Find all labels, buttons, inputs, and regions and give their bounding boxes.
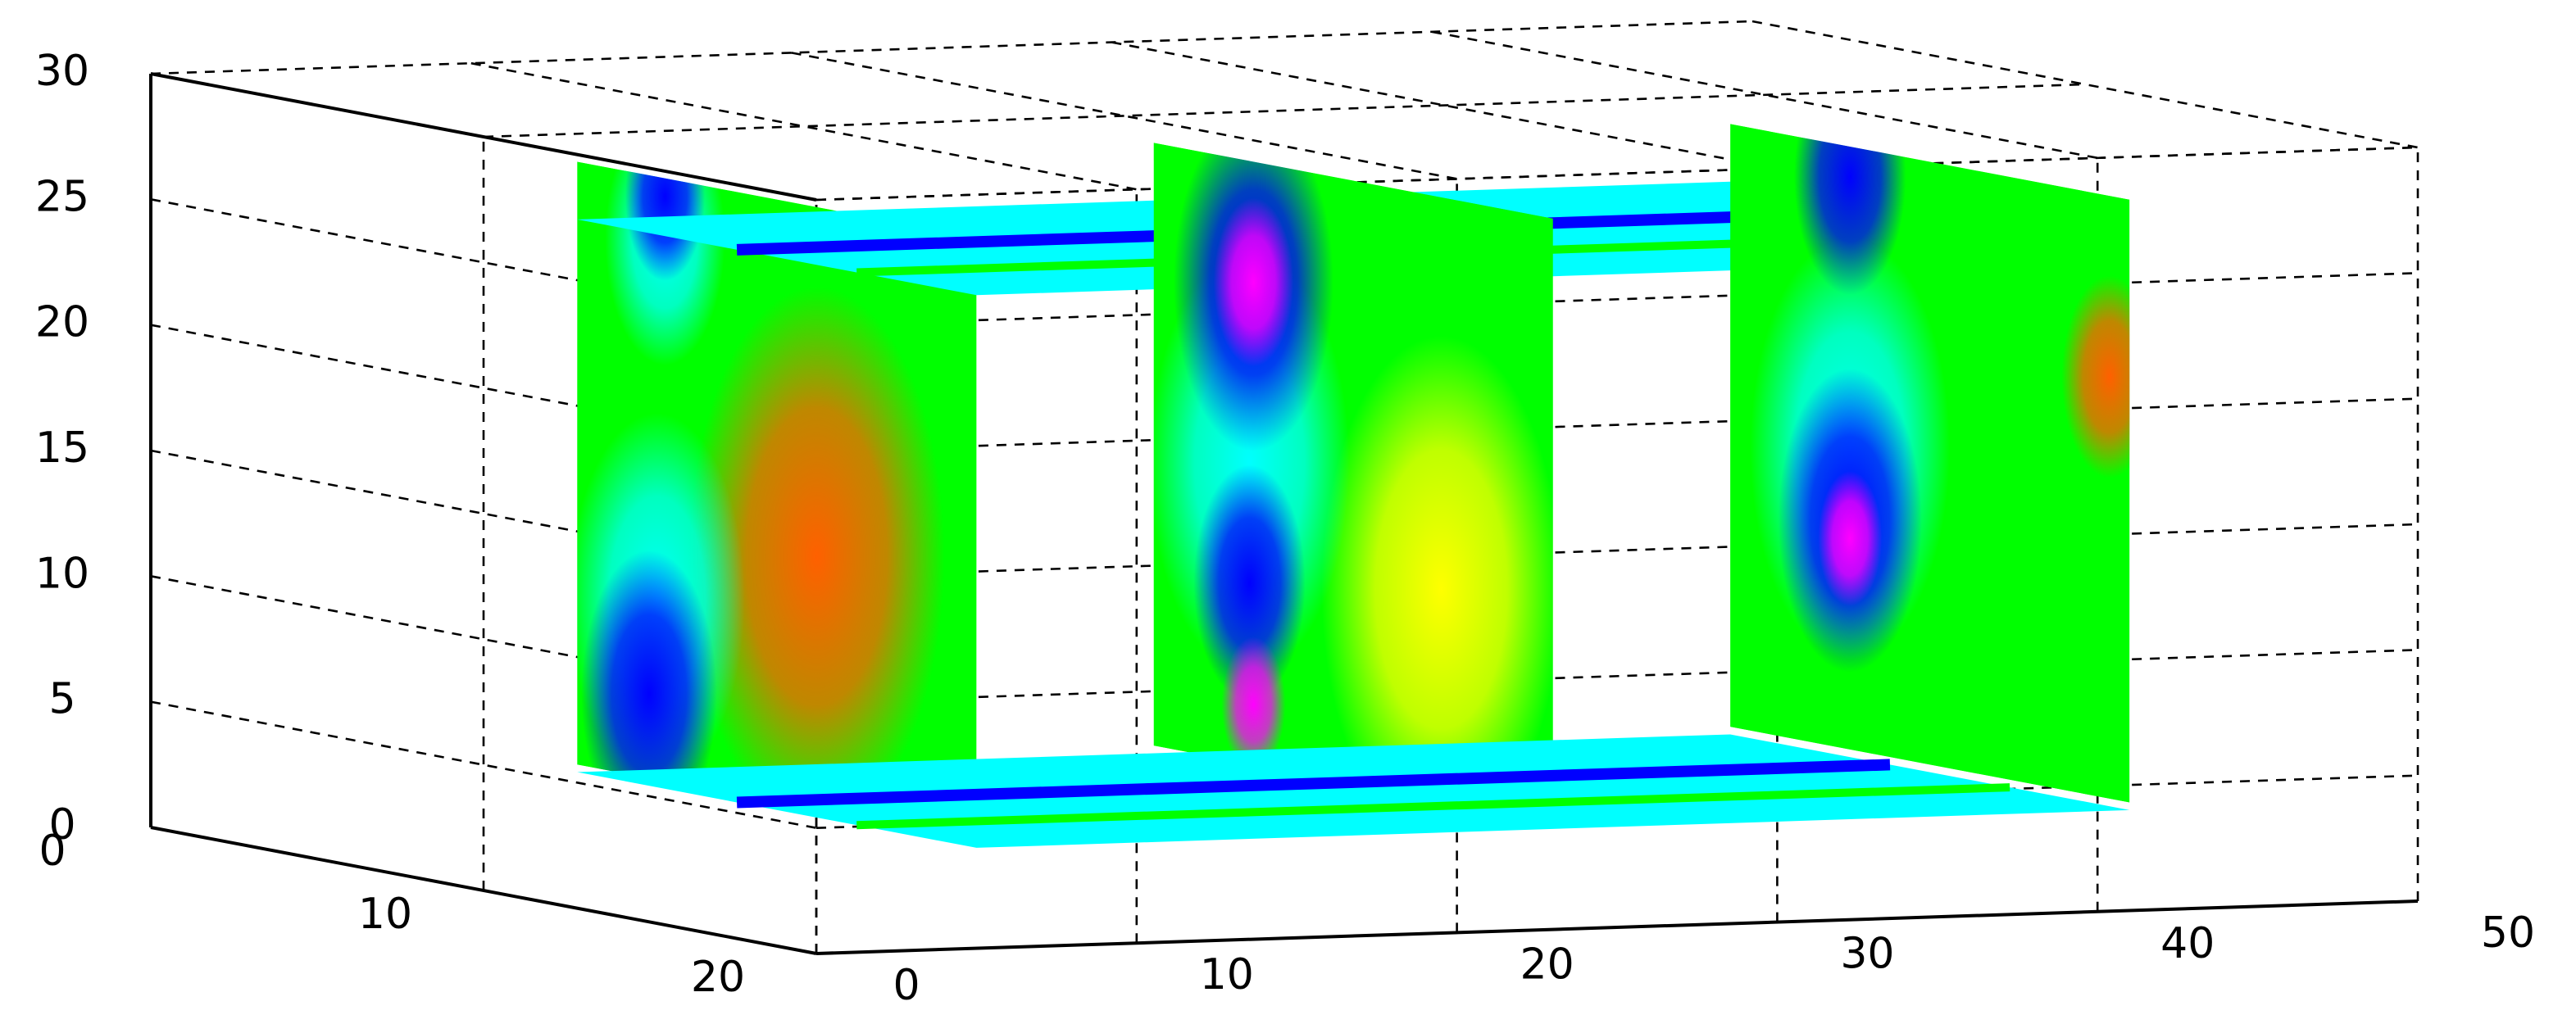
slice-color: [2061, 275, 2130, 478]
z-tick-label: 25: [35, 172, 89, 221]
z-tick-label: 30: [35, 47, 89, 96]
z-tick-label: 0: [48, 800, 75, 850]
x-axis: [816, 899, 2419, 955]
grid-line: [816, 649, 2419, 704]
grid-line: [816, 146, 2419, 202]
slice-color: [1794, 124, 1906, 296]
grid-line: [1111, 41, 1778, 170]
grid-line: [150, 20, 1753, 75]
slice-color: [856, 783, 2010, 830]
z-tick-label: 20: [35, 298, 89, 347]
y-axis: [150, 826, 817, 955]
x-tick-label: 30: [1840, 930, 1894, 979]
y-tick-label: 10: [358, 890, 412, 939]
x-tick-label: 40: [2160, 919, 2215, 968]
grid-line: [816, 272, 2419, 327]
z-tick-label: 10: [35, 549, 89, 598]
slice-color: [736, 759, 1891, 809]
grid-line: [1431, 30, 2098, 160]
grid-line: [150, 700, 817, 829]
slice-color: [1321, 336, 1553, 822]
slice-color: [1818, 470, 1883, 606]
x-tick-label: 50: [2481, 908, 2535, 958]
z-tick-label: 15: [35, 424, 89, 473]
box-edge: [150, 72, 817, 202]
grid-line: [470, 61, 1138, 191]
z-tick-label: 5: [48, 675, 75, 724]
grid-line: [816, 397, 2419, 452]
grid-line: [816, 523, 2419, 578]
slice-plane: [1153, 143, 1553, 822]
slice-color: [581, 550, 717, 838]
slice-plane: [577, 161, 977, 840]
x-tick-label: 0: [893, 961, 920, 1010]
grid-line: [1751, 20, 2419, 149]
slice-color: [688, 286, 945, 827]
x-tick-label: 10: [1200, 950, 1254, 999]
y-tick-label: 20: [691, 953, 745, 1002]
slice-plane: [577, 734, 2130, 848]
x-tick-label: 20: [1520, 940, 1574, 989]
slice-color: [625, 161, 706, 281]
slice-plane: [1730, 124, 2130, 803]
grid-line: [791, 52, 1457, 180]
y-tick-label: 0: [39, 827, 66, 876]
slice-color: [1221, 637, 1286, 773]
slice-color: [1193, 464, 1306, 701]
slice-color: [1213, 197, 1294, 367]
grid-line: [483, 83, 2086, 138]
